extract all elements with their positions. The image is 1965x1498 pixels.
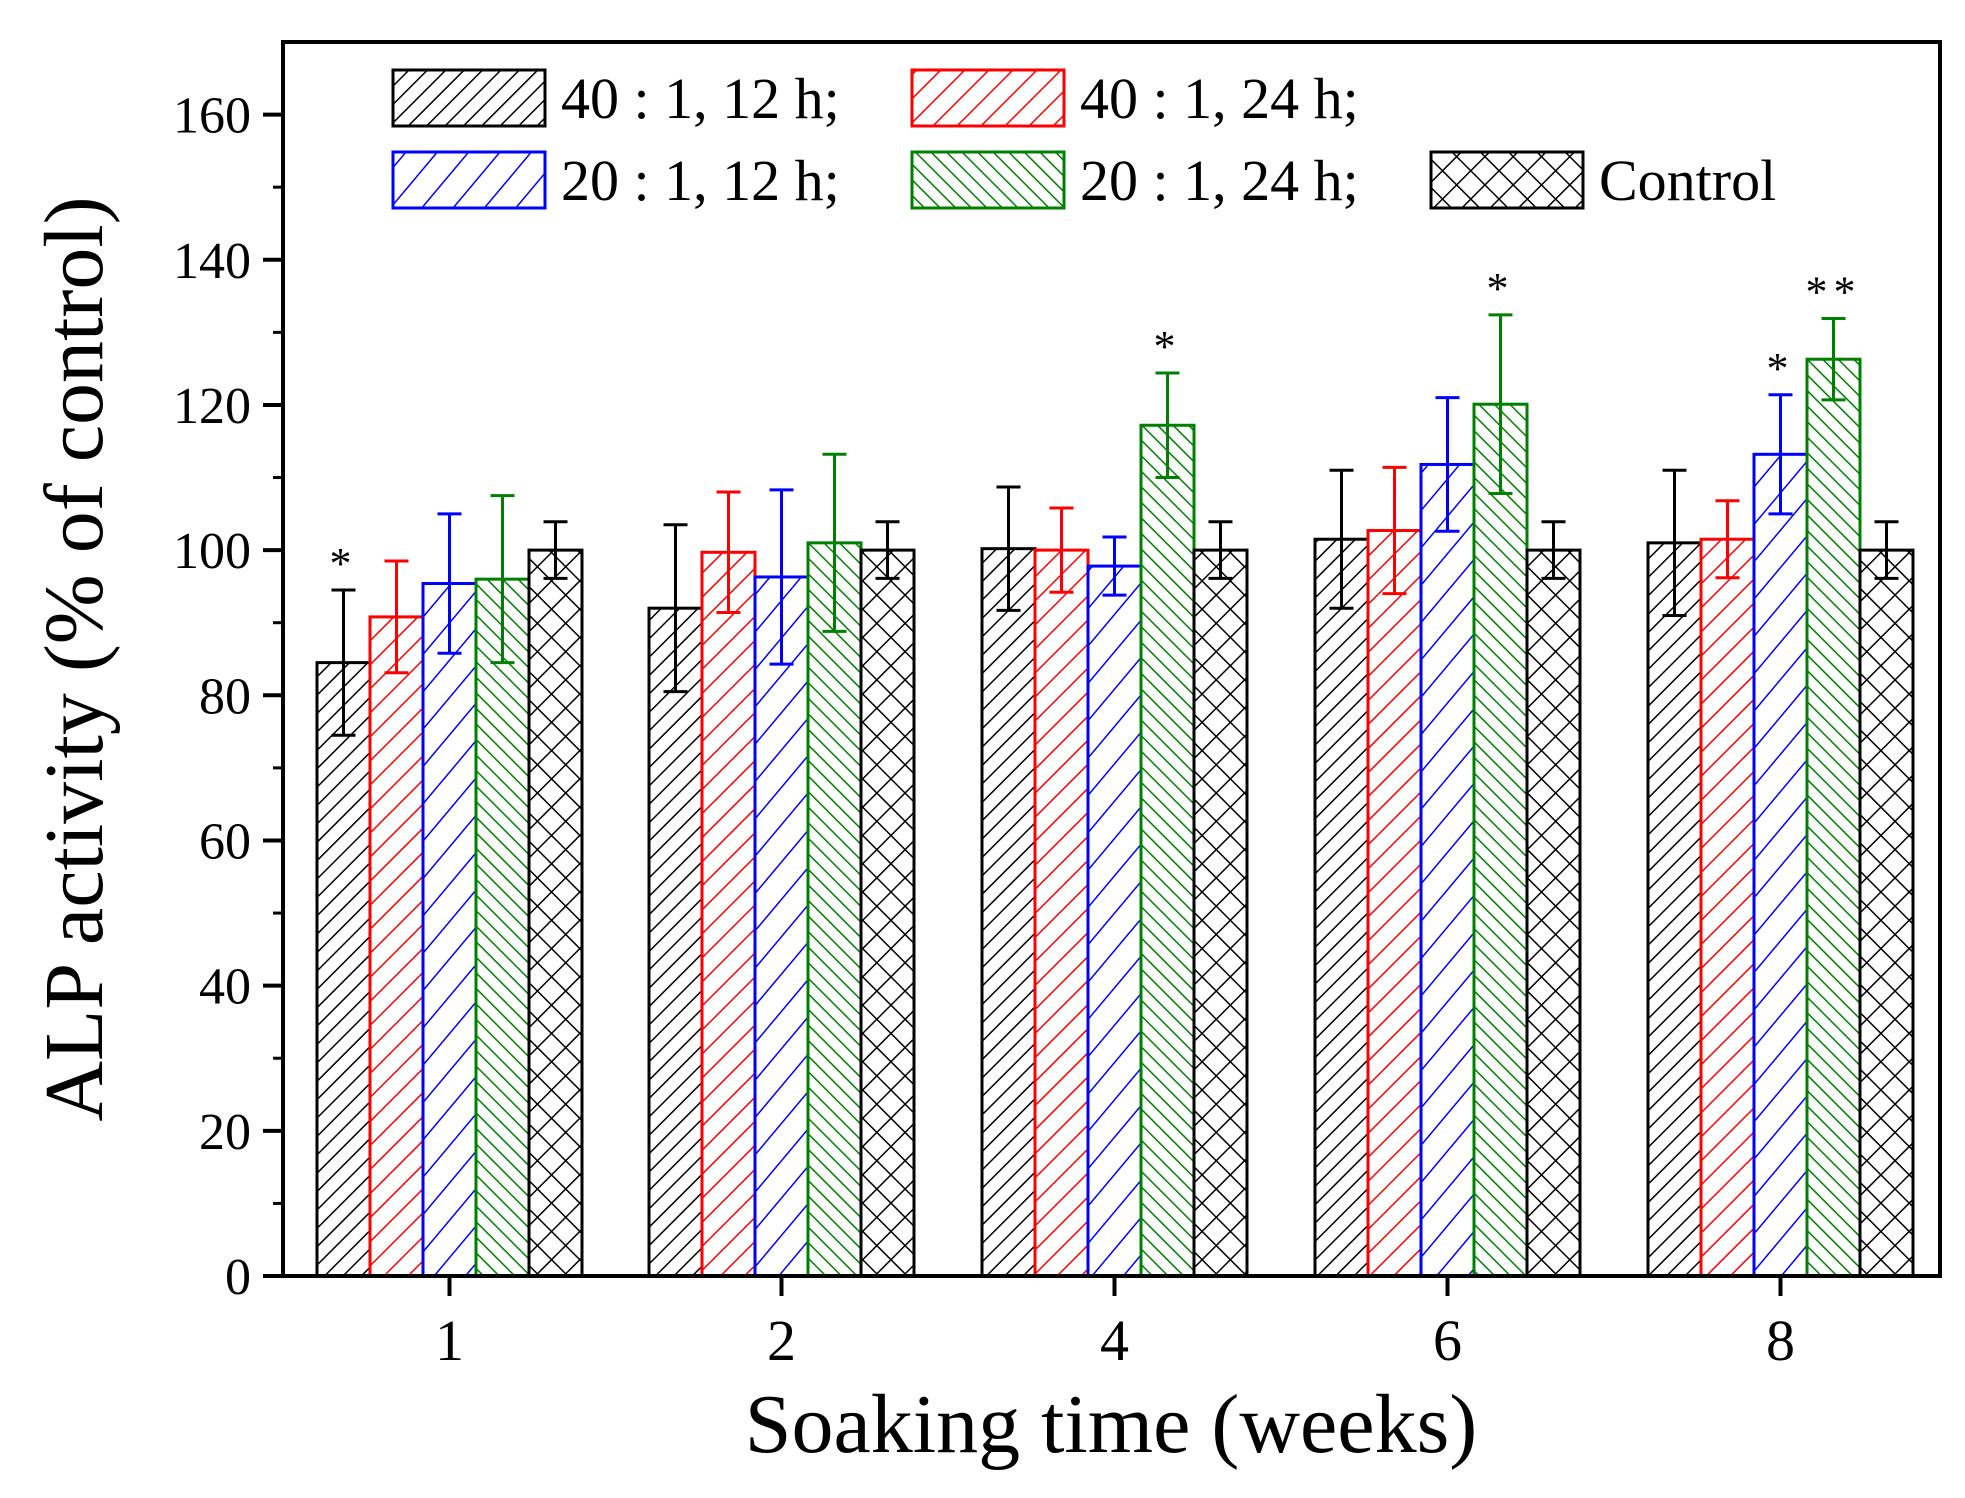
x-tick-label: 8	[1766, 1308, 1795, 1373]
error-bar-series-5-cat-2	[875, 520, 900, 580]
y-tick-label: 160	[173, 88, 251, 145]
bar-series-1-cat-6	[1313, 537, 1370, 1278]
y-tick-label: 100	[173, 523, 251, 580]
bar-series-5-cat-6	[1525, 548, 1582, 1278]
bar-series-5-cat-8	[1858, 548, 1915, 1278]
error-bar-series-3-cat-8	[1768, 393, 1793, 516]
significance-marker: *	[1154, 322, 1182, 371]
legend-item-5: Control	[1429, 148, 1776, 213]
error-bar-series-2-cat-2	[716, 490, 741, 615]
error-bar-series-3-cat-4	[1102, 535, 1127, 597]
significance-marker: **	[1806, 268, 1862, 317]
significance-layer: **** **	[330, 264, 1862, 588]
y-tick-label: 0	[225, 1249, 251, 1306]
x-tick-label: 2	[767, 1308, 796, 1373]
error-bar-series-5-cat-8	[1874, 520, 1899, 580]
bar-series-2-cat-8	[1699, 537, 1756, 1278]
bar-series-5-cat-1	[527, 548, 584, 1278]
legend-item-2: 40 : 1, 24 h;	[910, 66, 1359, 131]
error-bar-series-4-cat-4	[1155, 371, 1180, 480]
error-bar-series-4-cat-8	[1821, 317, 1846, 402]
bar-series-4-cat-1	[474, 577, 531, 1278]
bar-series-2-cat-2	[700, 550, 757, 1278]
y-tick-label: 40	[199, 959, 251, 1016]
significance-marker: *	[1767, 344, 1795, 393]
error-bar-series-2-cat-8	[1715, 499, 1740, 580]
bar-series-2-cat-4	[1033, 548, 1090, 1278]
bar-series-2-cat-6	[1366, 529, 1423, 1278]
error-bar-series-4-cat-1	[490, 494, 515, 665]
bar-series-1-cat-4	[980, 547, 1037, 1278]
error-bars-layer	[331, 313, 1899, 737]
bar-series-4-cat-2	[806, 541, 863, 1278]
legend-label: 40 : 1, 12 h;	[561, 66, 840, 131]
error-bar-series-3-cat-6	[1435, 396, 1460, 533]
error-bar-series-2-cat-4	[1049, 506, 1074, 594]
bar-series-4-cat-4	[1139, 423, 1196, 1278]
error-bar-series-2-cat-6	[1382, 465, 1407, 596]
y-axis-title: ALP activity (% of control)	[28, 196, 121, 1121]
error-bar-series-1-cat-1	[331, 588, 356, 737]
error-bar-series-3-cat-1	[437, 512, 462, 655]
bar-series-4-cat-8	[1805, 357, 1862, 1278]
error-bar-series-3-cat-2	[769, 488, 794, 666]
y-tick-label: 60	[199, 813, 251, 870]
x-tick-label: 6	[1433, 1308, 1462, 1373]
bar-series-3-cat-4	[1086, 564, 1143, 1278]
legend-swatch	[1429, 150, 1585, 210]
error-bar-series-4-cat-6	[1488, 313, 1513, 495]
x-tick-label: 1	[435, 1308, 464, 1373]
significance-marker: *	[330, 539, 358, 588]
error-bar-series-1-cat-2	[663, 523, 688, 694]
x-axis-title: Soaking time (weeks)	[745, 1378, 1478, 1471]
bar-series-3-cat-1	[421, 582, 478, 1278]
bar-series-1-cat-1	[315, 661, 372, 1278]
error-bar-series-4-cat-2	[822, 452, 847, 633]
bar-series-2-cat-1	[368, 615, 425, 1278]
legend-swatch	[391, 150, 547, 210]
axes-layer: 0 20 40 60 80 100 120 140 160 1 2 4 6 8	[173, 88, 1795, 1373]
legend-label: Control	[1599, 148, 1776, 213]
legend-item-4: 20 : 1, 24 h;	[910, 148, 1359, 213]
y-tick-label: 140	[173, 233, 251, 290]
y-tick-label: 120	[173, 378, 251, 435]
error-bar-series-5-cat-1	[543, 520, 568, 580]
legend-label: 20 : 1, 24 h;	[1080, 148, 1359, 213]
bar-series-3-cat-6	[1419, 462, 1476, 1278]
legend-item-3: 20 : 1, 12 h;	[391, 148, 840, 213]
error-bar-series-1-cat-8	[1662, 468, 1687, 617]
x-tick-label: 4	[1100, 1308, 1129, 1373]
bar-series-3-cat-8	[1752, 452, 1809, 1278]
significance-marker: *	[1487, 264, 1515, 313]
error-bar-series-5-cat-6	[1541, 520, 1566, 580]
bar-series-5-cat-4	[1192, 548, 1249, 1278]
error-bar-series-5-cat-4	[1208, 520, 1233, 580]
legend-label: 40 : 1, 24 h;	[1080, 66, 1359, 131]
error-bar-series-1-cat-4	[996, 485, 1021, 612]
bar-series-1-cat-2	[647, 606, 704, 1278]
legend-item-1: 40 : 1, 12 h;	[391, 66, 840, 131]
legend-swatch	[391, 68, 547, 128]
error-bar-series-1-cat-6	[1329, 468, 1354, 610]
bar-series-4-cat-6	[1472, 402, 1529, 1278]
error-bar-series-2-cat-1	[384, 559, 409, 675]
legend-swatch	[910, 68, 1066, 128]
legend-swatch	[910, 150, 1066, 210]
y-tick-label: 20	[199, 1104, 251, 1161]
legend-label: 20 : 1, 12 h;	[561, 148, 840, 213]
plot-frame	[281, 40, 1942, 1278]
legend: 40 : 1, 12 h; 40 : 1, 24 h; 20 : 1, 12 h; 2…	[391, 66, 1776, 213]
y-tick-label: 80	[199, 668, 251, 725]
bar-series-5-cat-2	[859, 548, 916, 1278]
bar-series-1-cat-8	[1646, 541, 1703, 1278]
bar-series-3-cat-2	[753, 575, 810, 1278]
